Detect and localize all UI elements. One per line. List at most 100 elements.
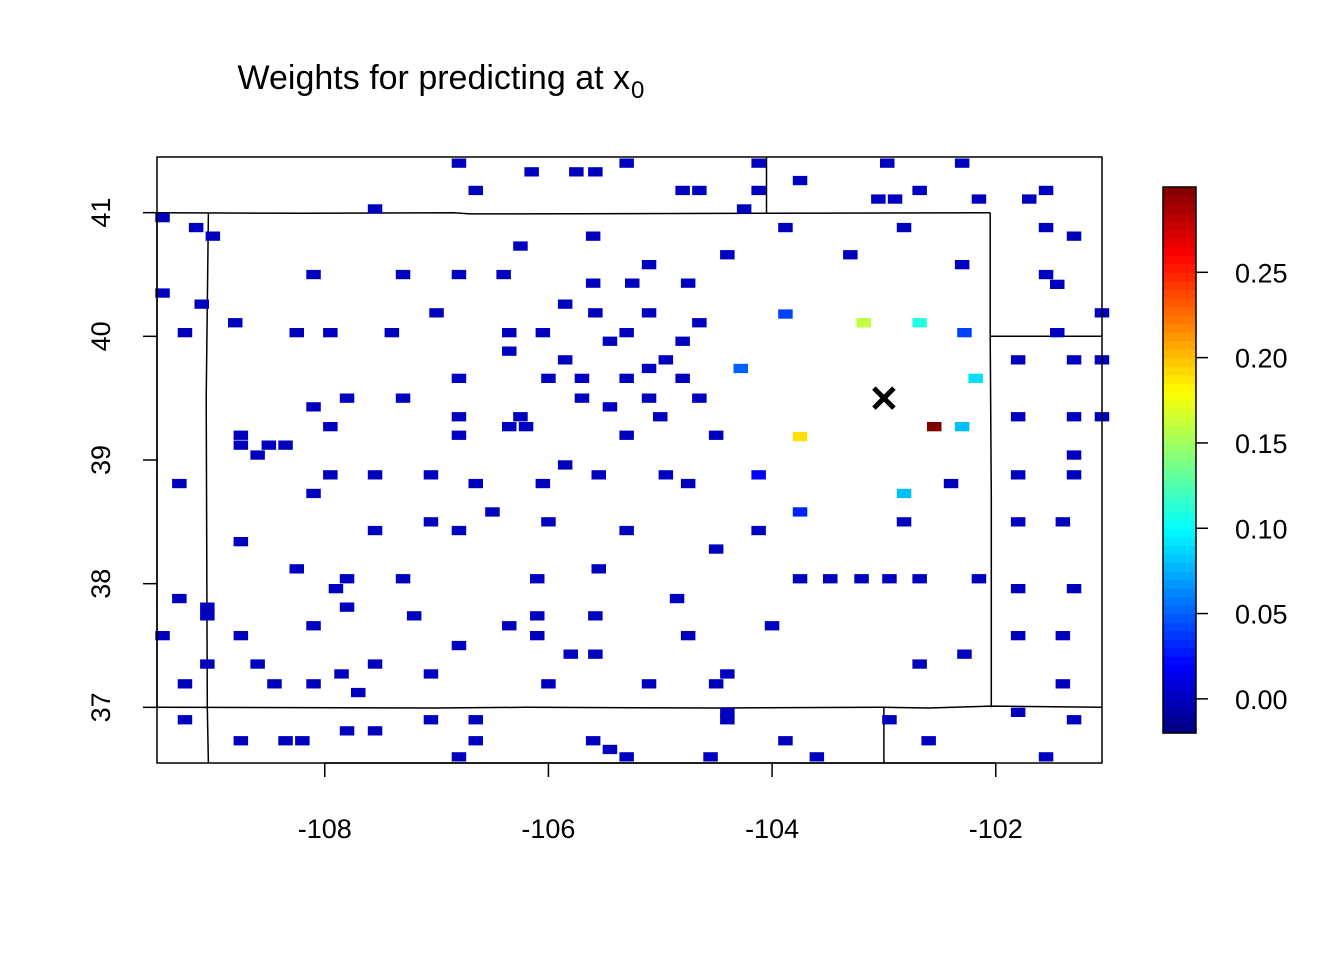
weight-cell (591, 564, 606, 574)
weight-cell (468, 736, 483, 746)
weight-cell (792, 507, 808, 517)
colorbar-segment (1163, 502, 1196, 512)
weight-cell (585, 231, 601, 241)
weight-cell (680, 631, 696, 641)
weight-cell (451, 430, 467, 440)
colorbar-segment (1163, 366, 1196, 376)
weight-cell (708, 679, 724, 689)
y-tick-label: 41 (86, 198, 116, 228)
weight-cell (896, 517, 912, 527)
colorbar: 0.00 0.05 0.10 0.15 0.20 0.25 (1162, 186, 1288, 734)
colorbar-segment (1163, 306, 1196, 316)
weight-cell (1066, 450, 1082, 460)
weight-cell (736, 204, 752, 214)
state-border-line (156, 705, 1103, 709)
colorbar-segment (1163, 442, 1196, 453)
weight-cell (912, 318, 927, 328)
weight-cell (1010, 470, 1026, 480)
weight-cell (641, 393, 657, 403)
colorbar-segment (1163, 400, 1196, 410)
colorbar-segment (1163, 494, 1196, 504)
weight-cell (653, 412, 668, 422)
weight-cell (896, 222, 912, 233)
weight-cell (912, 659, 927, 669)
weight-cell (468, 478, 483, 489)
weight-cell (733, 363, 748, 374)
weight-cell (1066, 584, 1082, 594)
weight-cell (954, 158, 970, 168)
weight-cell (535, 478, 551, 489)
weight-cell (423, 715, 439, 725)
x-axis: -108 -106 -104 -102 (298, 762, 1023, 844)
weight-cell (1038, 222, 1054, 233)
weight-cell (155, 213, 170, 223)
colorbar-segment (1163, 690, 1196, 700)
weight-cell (843, 250, 858, 260)
weight-cell (619, 328, 634, 338)
weight-cell (530, 631, 545, 641)
weight-cell (524, 167, 539, 177)
weight-cell (451, 525, 467, 536)
colorbar-segment (1163, 468, 1196, 478)
weight-cell (692, 393, 707, 403)
weight-cell (155, 631, 170, 641)
weight-cell (278, 440, 293, 450)
weight-cell (1055, 517, 1071, 527)
weight-cell (233, 440, 249, 450)
colorbar-segment (1163, 314, 1196, 325)
colorbar-segment (1163, 681, 1196, 691)
weight-cell (233, 736, 249, 746)
colorbar-segment (1163, 417, 1196, 427)
weight-cell (602, 402, 618, 412)
weight-cell (306, 679, 321, 689)
weight-cell (692, 185, 707, 196)
y-tick-label: 37 (86, 692, 116, 722)
weight-cell (233, 631, 249, 641)
plot-frame (156, 156, 1103, 764)
colorbar-segment (1163, 272, 1196, 282)
weight-cell (1066, 715, 1082, 725)
target-point-marker (872, 386, 896, 410)
weight-cell (334, 669, 349, 679)
weight-cell (574, 373, 590, 383)
weight-cell (451, 412, 467, 422)
weight-cell (1038, 752, 1054, 762)
target-x-stroke (872, 386, 896, 410)
weight-cell (971, 574, 987, 584)
weight-cell (423, 470, 439, 480)
y-tick-label: 38 (86, 569, 116, 599)
colorbar-tick-label: 0.10 (1235, 514, 1288, 544)
weight-cell (384, 328, 400, 338)
colorbar-segment (1163, 579, 1196, 589)
weight-cell (692, 318, 707, 328)
weight-cell (968, 373, 983, 383)
colorbar-segment (1163, 511, 1196, 521)
weight-cell (1055, 679, 1071, 689)
weight-cell (502, 422, 517, 432)
colorbar-segment (1163, 229, 1196, 239)
weight-cell (588, 167, 603, 177)
weight-cell (574, 393, 590, 403)
y-tick-label: 39 (86, 445, 116, 475)
colorbar-segment (1163, 383, 1196, 393)
weight-cell (887, 194, 903, 204)
colorbar-segment (1163, 323, 1196, 333)
colorbar-segment (1163, 477, 1196, 487)
x-tick-label: -106 (521, 814, 575, 844)
weight-cell (658, 355, 674, 365)
colorbar-segment (1163, 289, 1196, 299)
colorbar-segment (1163, 622, 1196, 632)
colorbar-segment (1163, 263, 1196, 273)
weight-cell (971, 194, 987, 204)
y-axis: 37 38 39 40 41 (86, 198, 158, 722)
weight-cell (1010, 631, 1026, 641)
weight-cell (751, 525, 766, 536)
colorbar-segment (1163, 451, 1196, 461)
weight-cell (289, 564, 304, 574)
colorbar-segment (1163, 570, 1196, 581)
weight-cell (306, 402, 321, 412)
y-tick-label: 40 (86, 321, 116, 351)
weight-cell (250, 450, 265, 460)
weight-cell (496, 269, 511, 280)
weight-cell (943, 478, 959, 489)
